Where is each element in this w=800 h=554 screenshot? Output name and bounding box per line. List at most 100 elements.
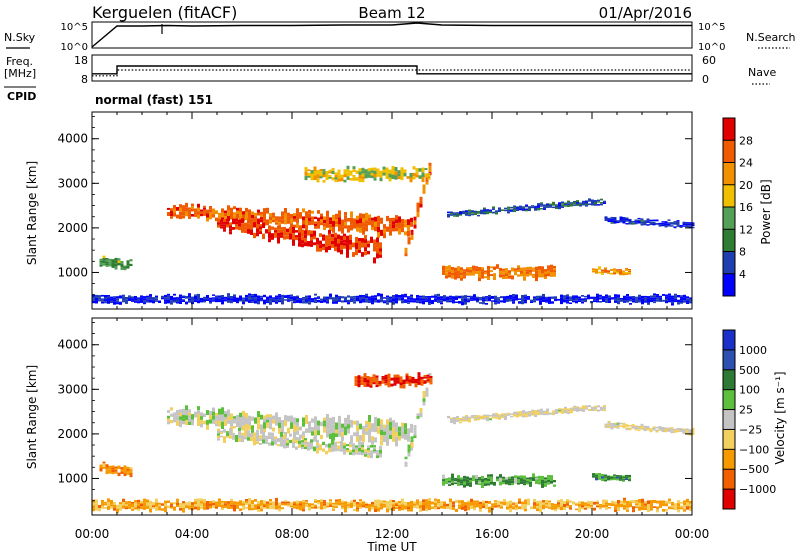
data-cell-7	[126, 265, 130, 269]
data-cell-1	[367, 250, 370, 255]
data-cell-0	[185, 211, 188, 217]
data-cell-0	[197, 410, 200, 415]
data-cell-1	[304, 444, 307, 447]
data-cell-1	[232, 432, 235, 435]
data-cell-1	[328, 242, 331, 246]
data-cell-2	[413, 216, 417, 221]
data-cell-4	[483, 211, 486, 214]
data-cell-8	[479, 501, 482, 505]
data-cell-3	[390, 377, 394, 381]
data-cell-5	[582, 410, 585, 412]
data-cell-9	[601, 476, 604, 479]
data-cell-1	[319, 240, 322, 245]
y-tick-label: 1000	[57, 265, 88, 279]
data-cell-3	[463, 273, 466, 275]
data-cell-1	[334, 449, 337, 452]
data-cell-3	[553, 274, 556, 277]
data-cell-8	[428, 299, 431, 302]
data-cell-9	[616, 269, 619, 271]
data-cell-5	[522, 411, 525, 414]
data-cell-4	[478, 477, 481, 479]
data-cell-5	[622, 218, 626, 220]
data-cell-8	[650, 500, 653, 504]
data-cell-3	[372, 376, 376, 379]
data-cell-2	[425, 181, 429, 185]
data-cell-8	[176, 298, 179, 300]
data-cell-3	[420, 379, 424, 382]
data-cell-0	[404, 219, 407, 224]
data-cell-0	[347, 228, 350, 233]
data-cell-8	[644, 501, 647, 504]
data-cell-1	[340, 448, 343, 452]
data-cell-8	[467, 508, 470, 511]
data-cell-6	[658, 427, 662, 429]
data-cell-8	[434, 503, 437, 506]
data-cell-6	[346, 172, 350, 177]
data-cell-0	[254, 212, 257, 217]
data-cell-4	[540, 205, 543, 207]
data-cell-8	[260, 295, 263, 298]
data-cell-0	[368, 435, 371, 443]
data-cell-8	[323, 500, 326, 502]
data-cell-3	[463, 269, 466, 272]
data-cell-8	[659, 500, 662, 503]
data-cell-8	[284, 299, 287, 301]
data-cell-8	[668, 295, 671, 298]
data-cell-8	[635, 506, 638, 509]
data-cell-8	[299, 298, 302, 300]
data-cell-5	[564, 410, 567, 412]
data-cell-8	[686, 300, 689, 303]
data-cell-8	[635, 301, 638, 303]
data-cell-8	[305, 500, 308, 502]
data-cell-8	[440, 300, 443, 303]
data-cell-8	[188, 503, 191, 506]
data-cell-8	[536, 508, 539, 512]
data-cell-8	[476, 500, 479, 503]
data-cell-0	[359, 213, 362, 219]
data-cell-4	[579, 203, 582, 206]
velocity-colorbar-label: Velocity [m s⁻¹]	[773, 371, 787, 464]
data-cell-8	[329, 293, 332, 297]
data-cell-1	[349, 444, 352, 448]
data-cell-8	[314, 500, 317, 503]
data-cell-8	[359, 499, 362, 502]
data-cell-0	[281, 215, 284, 220]
data-cell-0	[173, 414, 176, 418]
data-cell-8	[137, 504, 140, 507]
data-cell-1	[244, 222, 247, 227]
data-cell-4	[445, 478, 448, 481]
data-cell-0	[248, 415, 251, 421]
data-cell-8	[581, 300, 584, 302]
data-cell-4	[493, 481, 496, 486]
data-cell-0	[296, 223, 299, 228]
data-cell-3	[481, 271, 484, 275]
data-cell-1	[277, 229, 280, 233]
data-cell-1	[307, 230, 310, 236]
data-cell-6	[304, 171, 308, 176]
data-cell-1	[280, 436, 283, 442]
data-cell-6	[610, 423, 614, 425]
data-cell-1	[295, 446, 298, 450]
nave-tick-bottom: 0	[702, 73, 709, 86]
data-cell-0	[344, 430, 347, 436]
data-cell-5	[522, 413, 525, 416]
data-cell-9	[622, 480, 625, 482]
data-cell-0	[305, 415, 308, 420]
data-cell-1	[316, 244, 319, 252]
data-cell-3	[484, 270, 487, 273]
data-cell-8	[314, 293, 317, 296]
data-cell-1	[331, 438, 334, 442]
data-cell-8	[107, 506, 110, 510]
data-cell-4	[550, 478, 553, 481]
data-cell-5	[516, 415, 519, 418]
data-cell-8	[251, 295, 254, 298]
data-cell-5	[516, 414, 519, 417]
data-cell-8	[476, 296, 479, 299]
data-cell-8	[455, 508, 458, 512]
data-cell-8	[389, 298, 392, 301]
data-cell-0	[392, 228, 395, 232]
data-cell-8	[419, 301, 422, 304]
data-cell-6	[691, 432, 695, 435]
data-cell-3	[442, 270, 445, 273]
data-cell-8	[593, 298, 596, 301]
